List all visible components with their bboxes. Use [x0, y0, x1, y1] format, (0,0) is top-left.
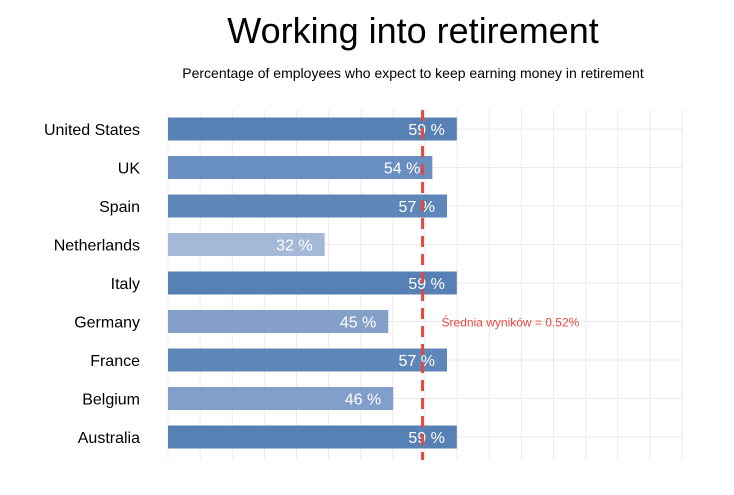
value-label: 54 % [384, 161, 420, 178]
value-label: 32 % [276, 238, 312, 255]
category-label: Germany [74, 315, 140, 332]
value-label: 46 % [345, 392, 381, 409]
bar [168, 425, 457, 449]
bars: United States 59 % UK 54 % Spain 57 % Netherla… [44, 117, 457, 449]
bar [168, 117, 457, 141]
category-label: France [90, 353, 140, 370]
value-label: 57 % [399, 353, 435, 370]
bar [168, 233, 325, 256]
category-label: Belgium [82, 392, 140, 409]
category-label: Netherlands [54, 238, 140, 255]
value-label: 57 % [399, 199, 435, 216]
chart-title: Working into retirement [227, 10, 598, 51]
bar [168, 156, 433, 179]
chart-subtitle: Percentage of employees who expect to ke… [182, 65, 644, 81]
value-label: 59 % [408, 430, 444, 447]
value-label: 59 % [408, 276, 444, 293]
value-label: 45 % [340, 315, 376, 332]
bar [168, 387, 394, 410]
category-label: United States [44, 122, 140, 139]
bar [168, 271, 457, 295]
bar [168, 194, 448, 218]
category-label: Australia [78, 430, 140, 447]
mean-line-group: Średnia wyników = 0.52% [421, 110, 580, 460]
mean-line-label: Średnia wyników = 0.52% [442, 315, 580, 330]
bar [168, 310, 389, 333]
value-label: 59 % [408, 122, 444, 139]
bar [168, 348, 448, 372]
category-label: Spain [99, 199, 140, 216]
category-label: Italy [111, 276, 140, 293]
category-label: UK [118, 161, 141, 178]
